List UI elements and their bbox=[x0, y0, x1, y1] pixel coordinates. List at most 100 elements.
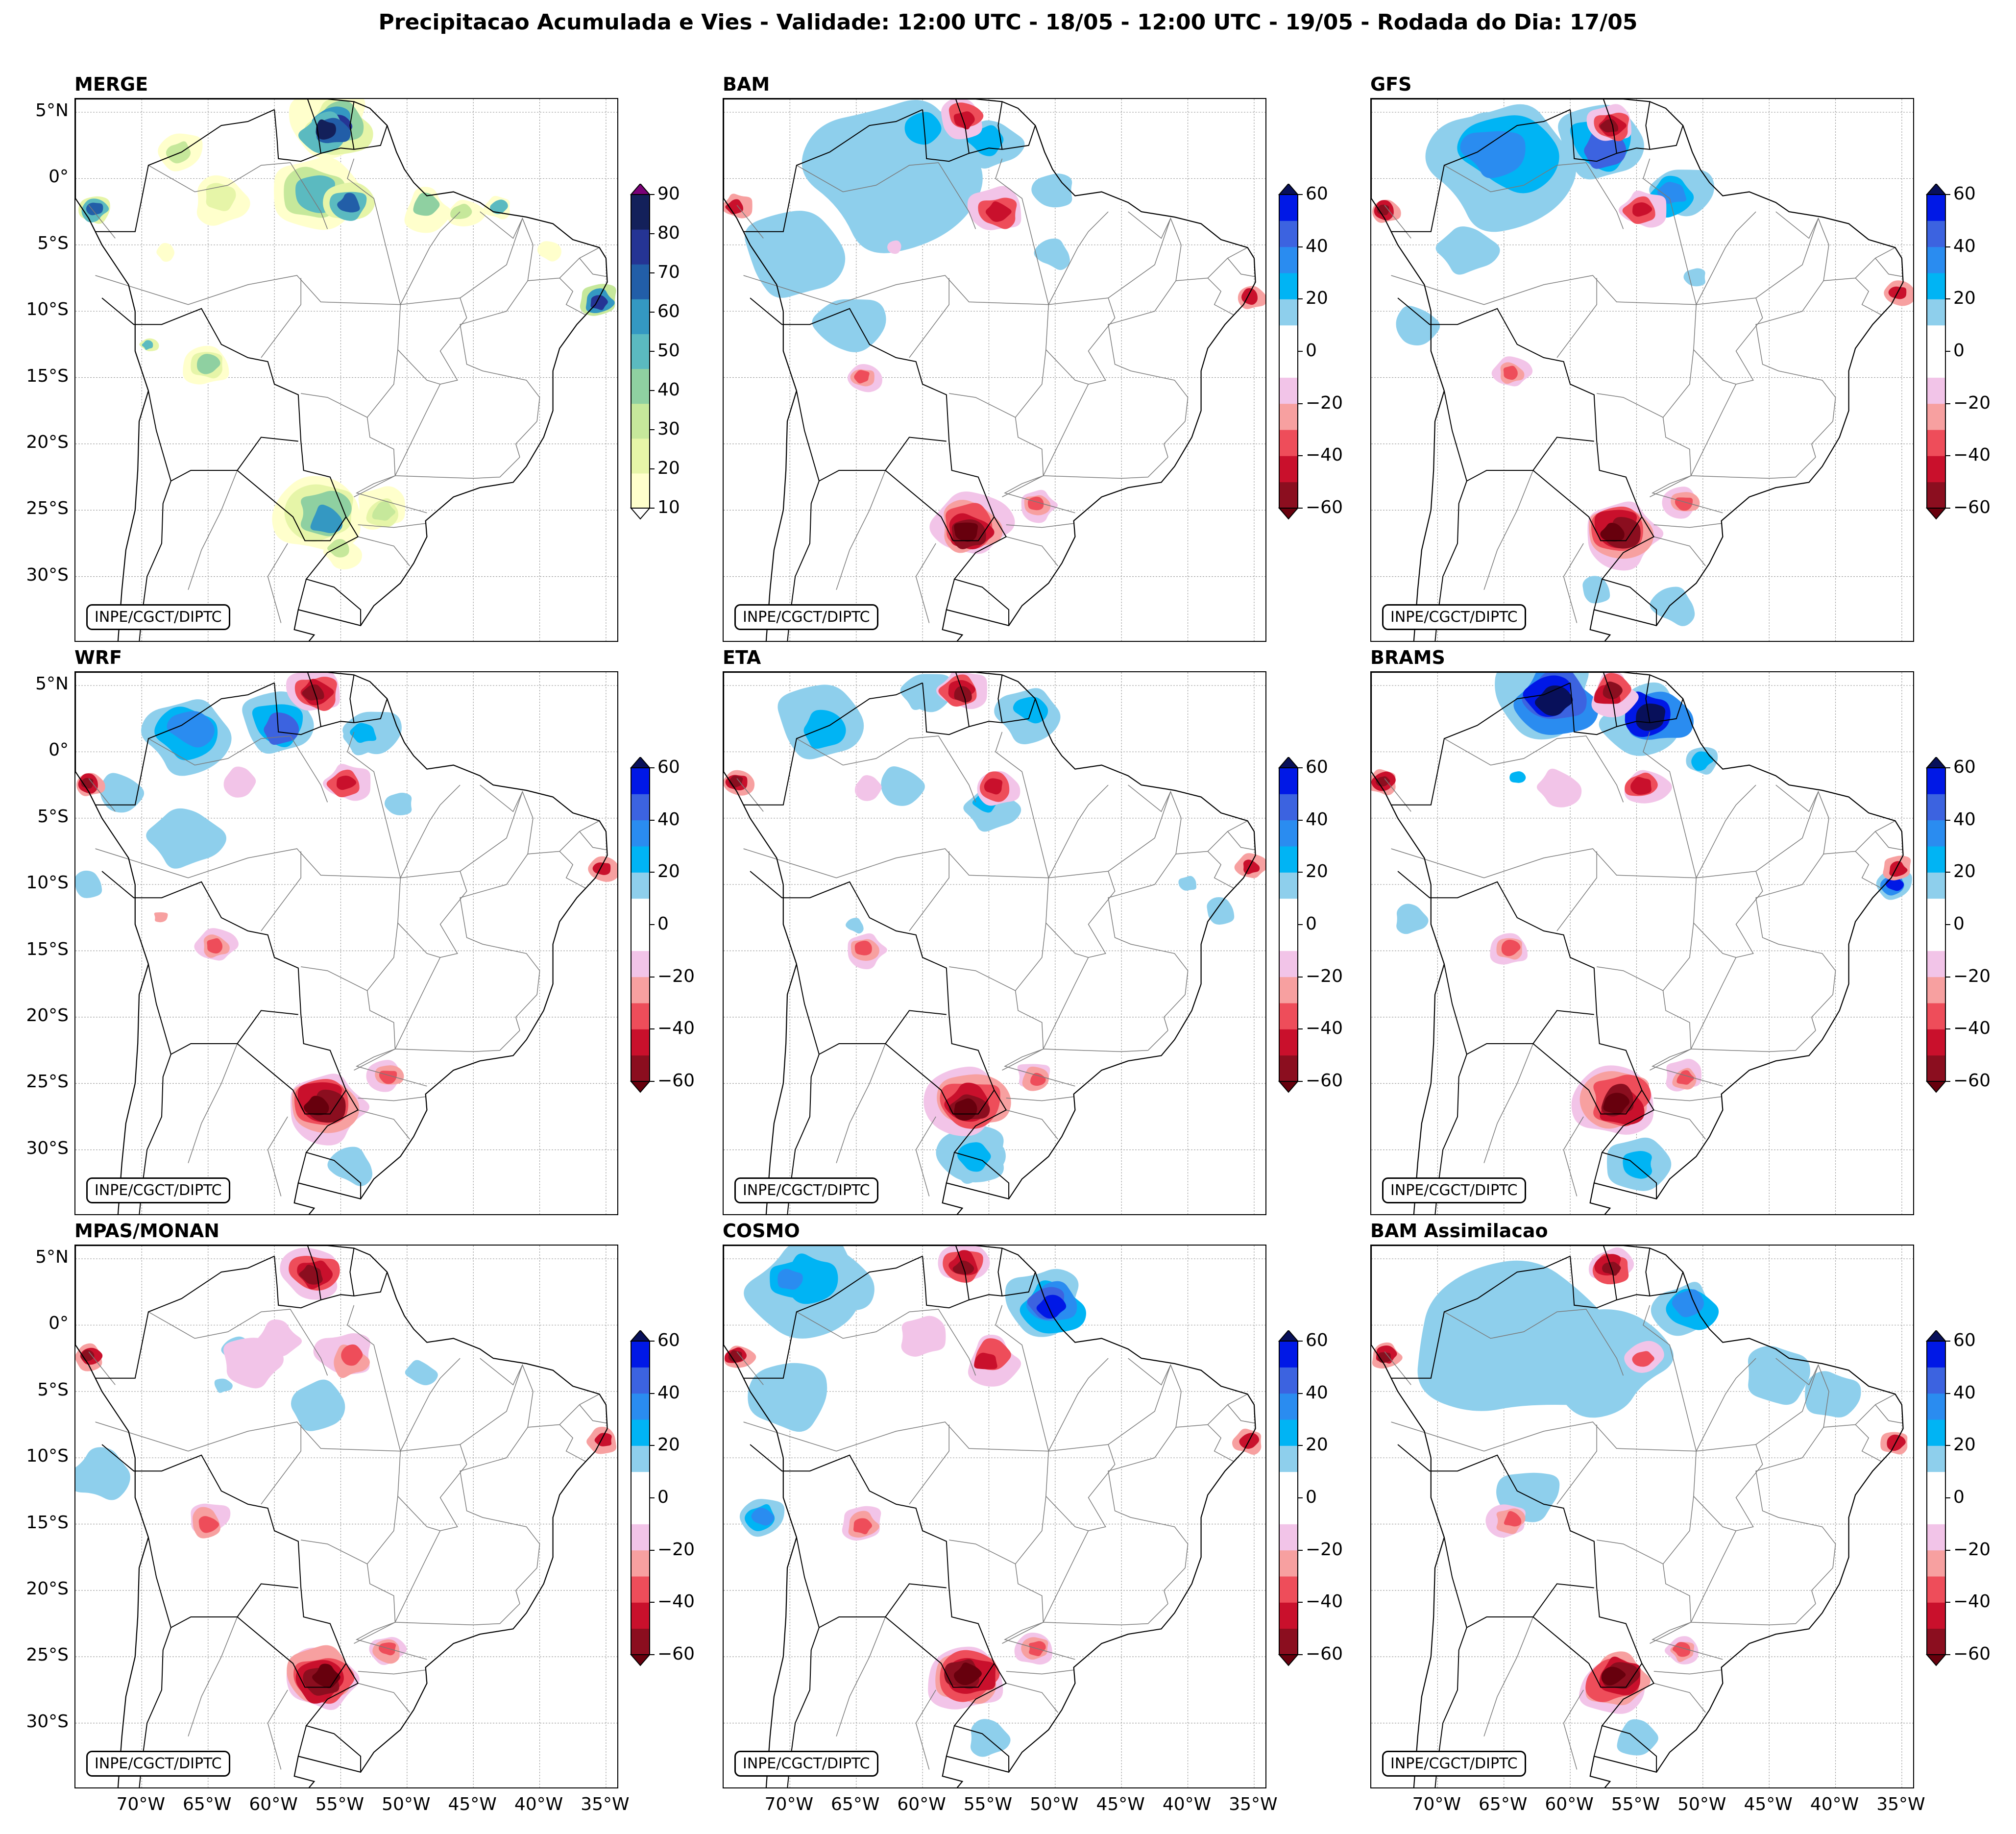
colorbar-tick bbox=[1945, 351, 1950, 352]
colorbar-tick-label: 0 bbox=[1953, 1487, 1965, 1507]
country-borders bbox=[95, 99, 388, 641]
colorbar-extend-max bbox=[1925, 1330, 1947, 1342]
colorbar-tick bbox=[650, 819, 655, 821]
colorbar-segment bbox=[1927, 246, 1945, 273]
colorbar-segment bbox=[1279, 898, 1298, 925]
map-canvas bbox=[724, 672, 1265, 1214]
bias-field bbox=[75, 672, 617, 1186]
map-panel: INPE/CGCT/DIPTC bbox=[1370, 98, 1914, 642]
colorbar-segment bbox=[1279, 951, 1298, 978]
coastline bbox=[75, 672, 608, 1214]
colorbar-tick bbox=[1298, 1654, 1303, 1655]
colorbar-segment bbox=[631, 1367, 650, 1394]
latitude-label: 5°S bbox=[37, 1379, 69, 1400]
colorbar-segment bbox=[1279, 430, 1298, 456]
colorbar-tick bbox=[650, 1028, 655, 1030]
colorbar-tick bbox=[650, 272, 655, 273]
colorbar-tick bbox=[1298, 403, 1303, 404]
colorbar-segment bbox=[631, 925, 650, 951]
colorbar-segment bbox=[1279, 1524, 1298, 1551]
bias-colorbar bbox=[1278, 184, 1299, 520]
map-canvas bbox=[75, 672, 617, 1214]
colorbar-segment bbox=[631, 1445, 650, 1472]
colorbar-tick-label: 0 bbox=[1306, 1487, 1317, 1507]
colorbar-tick bbox=[650, 468, 655, 469]
coastline bbox=[724, 99, 1256, 641]
colorbar-tick bbox=[1298, 924, 1303, 925]
colorbar-tick bbox=[1298, 351, 1303, 352]
map-panel: INPE/CGCT/DIPTC bbox=[723, 1245, 1266, 1788]
colorbar-segment bbox=[1927, 794, 1945, 821]
map-panel: INPE/CGCT/DIPTC bbox=[1370, 671, 1914, 1215]
colorbar-tick-label: 40 bbox=[1306, 236, 1328, 256]
precip-colorbar bbox=[630, 184, 651, 520]
colorbar-extend-max bbox=[1278, 184, 1299, 195]
coastline bbox=[724, 1246, 1256, 1787]
colorbar-tick bbox=[650, 1602, 655, 1603]
colorbar-segment bbox=[631, 1576, 650, 1603]
credit-label: INPE/CGCT/DIPTC bbox=[734, 1177, 878, 1203]
colorbar-segment bbox=[1927, 377, 1945, 404]
colorbar-tick-label: 40 bbox=[1953, 809, 1976, 830]
colorbar-extend-min bbox=[1925, 1081, 1947, 1093]
colorbar-segment bbox=[1927, 872, 1945, 899]
colorbar-tick-label: 70 bbox=[657, 262, 680, 282]
colorbar-tick-label: 90 bbox=[657, 184, 680, 204]
longitude-label: 55°W bbox=[963, 1794, 1013, 1814]
colorbar-tick bbox=[1298, 1497, 1303, 1498]
colorbar-segment bbox=[631, 473, 650, 509]
colorbar-tick-label: 10 bbox=[657, 497, 680, 517]
colorbar-tick bbox=[650, 194, 655, 195]
colorbar-tick-label: −60 bbox=[1306, 1071, 1343, 1091]
colorbar-tick-label: −40 bbox=[657, 1591, 695, 1612]
colorbar-tick bbox=[650, 1341, 655, 1342]
colorbar-tick bbox=[1298, 455, 1303, 457]
latitude-label: 15°S bbox=[26, 1512, 69, 1533]
colorbar-tick-label: 60 bbox=[657, 1330, 680, 1350]
panel-title: BRAMS bbox=[1370, 647, 1445, 668]
colorbar-segment bbox=[1927, 768, 1945, 794]
latitude-label: 30°S bbox=[26, 1138, 69, 1158]
colorbar-segment bbox=[631, 438, 650, 474]
bias-colorbar bbox=[630, 757, 651, 1093]
colorbar-extend-max bbox=[630, 757, 651, 768]
colorbar-tick-label: 20 bbox=[1953, 288, 1976, 309]
colorbar-segment bbox=[631, 1602, 650, 1629]
map-canvas bbox=[75, 99, 617, 641]
colorbar-segment bbox=[631, 299, 650, 334]
latitude-label: 5°N bbox=[35, 1247, 69, 1268]
colorbar-tick bbox=[1945, 403, 1950, 404]
map-canvas bbox=[1371, 99, 1913, 641]
colorbar-segment bbox=[1279, 246, 1298, 273]
colorbar-extend-min bbox=[630, 1081, 651, 1093]
colorbar-segment bbox=[1279, 482, 1298, 509]
colorbar-segment bbox=[1927, 1341, 1945, 1368]
colorbar-tick-label: 60 bbox=[1953, 757, 1976, 777]
colorbar-tick bbox=[1298, 819, 1303, 821]
map-canvas bbox=[724, 1246, 1265, 1787]
panel-title: COSMO bbox=[723, 1220, 800, 1242]
latitude-label: 20°S bbox=[26, 1005, 69, 1026]
latitude-label: 25°S bbox=[26, 498, 69, 519]
longitude-label: 50°W bbox=[382, 1794, 431, 1814]
colorbar-segment bbox=[1927, 820, 1945, 847]
state-boundaries bbox=[1384, 732, 1903, 1197]
colorbar-tick bbox=[1945, 1654, 1950, 1655]
colorbar-tick bbox=[1298, 1081, 1303, 1082]
colorbar-segment bbox=[631, 872, 650, 899]
colorbar-segment bbox=[1927, 273, 1945, 299]
panel-title: WRF bbox=[74, 647, 122, 668]
colorbar-tick bbox=[1945, 1393, 1950, 1394]
colorbar-segment bbox=[1927, 1524, 1945, 1551]
colorbar-tick bbox=[650, 1445, 655, 1446]
colorbar-segment bbox=[631, 264, 650, 299]
colorbar-tick bbox=[1945, 1028, 1950, 1030]
longitude-label: 35°W bbox=[1876, 1794, 1925, 1814]
map-panel: INPE/CGCT/DIPTC bbox=[74, 1245, 618, 1788]
colorbar-segment bbox=[1927, 1055, 1945, 1082]
colorbar-tick bbox=[650, 390, 655, 391]
colorbar-extend-max bbox=[1925, 757, 1947, 768]
longitude-label: 40°W bbox=[1810, 1794, 1859, 1814]
colorbar-extend-min bbox=[1925, 508, 1947, 520]
colorbar-segment bbox=[1927, 1498, 1945, 1524]
